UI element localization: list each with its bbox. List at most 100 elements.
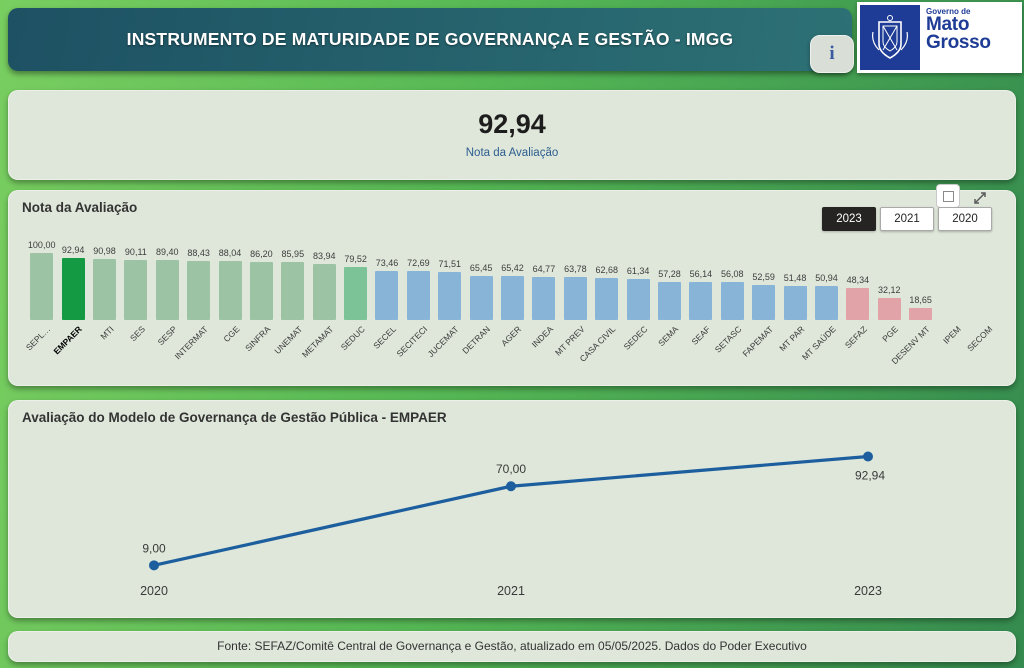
bar-category-label: PGE (880, 324, 901, 344)
bar-slot: 90,98 MTI (89, 228, 120, 341)
bar-value-label: 18,65 (909, 294, 932, 305)
bar-category-label: SETASC (712, 324, 744, 355)
bar[interactable] (846, 287, 870, 320)
bar-value-label: 89,40 (155, 247, 179, 258)
bar-category-label: INDEA (529, 324, 556, 350)
bar-value-label: 90,11 (124, 246, 147, 257)
bar-slot: 92,94 EMPAER (52, 228, 88, 356)
bar-slot: 65,45 DETRAN (460, 228, 496, 356)
mato-grosso-crest-icon (860, 5, 920, 70)
bar-category-label: FAPEMAT (740, 324, 775, 359)
bar-slot: 32,12 PGE (874, 228, 905, 344)
bar-category-label: CGE (221, 324, 242, 345)
bar[interactable] (124, 259, 148, 320)
bar[interactable] (814, 285, 838, 320)
bar[interactable] (406, 271, 430, 320)
bar[interactable] (877, 298, 901, 320)
bar-category-label: SEPL… (24, 324, 53, 353)
kpi-value: 92,94 (478, 109, 546, 139)
bar[interactable] (783, 285, 807, 320)
bar-value-label: 52,59 (752, 271, 775, 282)
bar-slot: 85,95 UNEMAT (272, 228, 308, 356)
bar[interactable] (563, 277, 587, 320)
bar-slot: 51,48 MT PAR (777, 228, 810, 353)
bar-slot: 100,00 SEPL… (24, 228, 57, 352)
bar[interactable] (658, 281, 681, 320)
bar-slot: 56,08 SETASC (713, 228, 748, 355)
bar-value-label: 64,77 (532, 263, 556, 274)
bar-value-label: 83,94 (312, 250, 336, 261)
bar[interactable] (249, 262, 273, 320)
data-point[interactable] (149, 560, 159, 571)
bar-slot: 48,34 SEFAZ (842, 228, 873, 350)
bar[interactable] (281, 262, 305, 320)
bar-value-label: 63,78 (564, 264, 587, 275)
bar[interactable] (909, 307, 933, 320)
line-x-label: 2021 (497, 584, 525, 598)
bar[interactable] (375, 270, 399, 320)
bar[interactable] (752, 284, 776, 320)
bar-slot: 73,46 SECEL (371, 228, 402, 351)
bar-category-label: SEDEC (621, 324, 650, 352)
bar-category-label: SEMA (656, 324, 681, 349)
bar-value-label: 51,48 (783, 272, 807, 283)
bar[interactable] (532, 276, 556, 320)
line-x-label: 2023 (854, 584, 882, 598)
bar[interactable] (312, 263, 336, 320)
bar-value-label: 90,98 (93, 246, 116, 257)
line-x-label: 2020 (140, 584, 168, 598)
kpi-card: 92,94 Nota da Avaliação (8, 90, 1016, 180)
bar-slot: 72,69 SECITECI (395, 228, 434, 359)
bar[interactable] (720, 282, 744, 320)
bar[interactable] (595, 278, 619, 320)
bar-value-label: 57,28 (658, 268, 681, 279)
bar-value-label: 48,34 (846, 274, 870, 285)
year-button-2020[interactable]: 2020 (938, 207, 992, 231)
bar[interactable] (187, 260, 211, 320)
focus-mode-icon[interactable] (970, 188, 990, 208)
bar[interactable] (501, 276, 525, 320)
data-point[interactable] (506, 481, 516, 492)
bar-category-label: SINFRA (243, 324, 273, 354)
bar[interactable] (689, 282, 713, 320)
bar[interactable] (155, 260, 179, 320)
logo-mato: Mato (926, 14, 970, 35)
info-button[interactable]: i (810, 35, 854, 73)
bar[interactable] (30, 253, 54, 320)
bar-value-label: 88,43 (187, 247, 210, 258)
bar-slot: 83,94 METAMAT (300, 228, 340, 360)
bar-category-label: SEDUC (338, 324, 367, 353)
bar-plot: 100,00 SEPL… 92,94 EMPAER 90,98 MTI 90,11 SES 89… (24, 228, 1000, 366)
data-point[interactable] (863, 451, 873, 462)
bar-value-label: 85,95 (281, 249, 305, 260)
bar-slot: 62,68 CASA CIVIL (578, 228, 622, 364)
bar-slot: 64,77 INDEA (528, 228, 559, 349)
year-button-2023[interactable]: 2023 (822, 207, 876, 231)
bar-category-label: METAMAT (299, 324, 336, 360)
bar-slot: 57,28 SEMA (654, 228, 685, 348)
bar-chart-title: Nota da Avaliação (22, 200, 138, 215)
popout-icon[interactable] (936, 184, 960, 208)
info-icon: i (829, 43, 835, 64)
bar-chart-card: Nota da Avaliação 2023 2021 2020 100,00 S… (8, 184, 1016, 386)
bar-slot: 52,59 FAPEMAT (740, 228, 779, 359)
bar[interactable] (438, 272, 462, 320)
bar-category-label: SEAF (689, 324, 712, 347)
bar-slot: 86,20 SINFRA (243, 228, 277, 353)
kpi-label: Nota da Avaliação (465, 147, 559, 159)
bar[interactable] (92, 259, 116, 320)
bar-category-label: MTI (98, 324, 116, 342)
bar-slot: 56,14 SEAF (685, 228, 716, 347)
bar[interactable] (218, 261, 242, 320)
bar[interactable] (469, 276, 493, 320)
bar-slot: 79,52 SEDUC (339, 228, 371, 352)
bar-value-label: 56,08 (721, 269, 744, 280)
bar[interactable] (626, 278, 650, 320)
bar-value-label: 56,14 (689, 269, 713, 280)
bar-value-label: 72,69 (407, 258, 430, 269)
bar[interactable] (61, 257, 85, 320)
year-button-2021[interactable]: 2021 (880, 207, 934, 231)
bar-value-label: 50,94 (815, 272, 838, 283)
bar[interactable] (344, 266, 368, 320)
bar-slot: SECOM (965, 228, 999, 353)
